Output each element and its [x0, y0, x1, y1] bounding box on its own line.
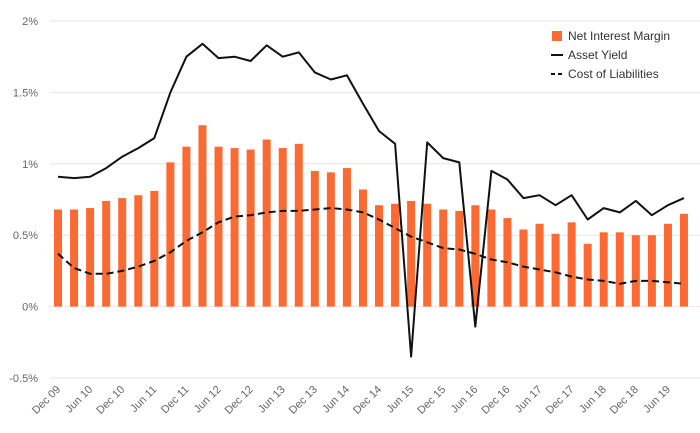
bar-nim-jun-10	[86, 208, 95, 307]
x-tick-label: Jun 13	[256, 384, 288, 416]
x-tick-label: Dec 15	[415, 384, 448, 417]
x-tick-label: Dec 16	[479, 384, 512, 417]
y-tick-label: 1.5%	[13, 87, 38, 99]
y-tick-label: 1%	[22, 159, 38, 171]
bar-nim-dec-11	[182, 146, 191, 307]
legend-label: Net Interest Margin	[568, 29, 670, 43]
bar-nim-dec-15	[439, 209, 448, 307]
bar-nim-jun-15	[407, 200, 416, 307]
bar-nim-jun-19	[663, 223, 672, 307]
y-tick-label: 0.5%	[13, 230, 38, 242]
bar-nim-sep-19	[679, 213, 688, 307]
bar-nim-sep-12	[230, 148, 239, 307]
bar-nim-jun-14	[342, 168, 351, 307]
bar-nim-dec-13	[310, 170, 319, 307]
x-tick-label: Jun 18	[577, 384, 609, 416]
legend-item-cost-of-liabilities: Cost of Liabilities	[551, 67, 659, 81]
x-tick-label: Jun 19	[641, 384, 673, 416]
x-tick-label: Dec 13	[287, 384, 320, 417]
bar-nim-dec-18	[631, 235, 640, 307]
bar-nim-mar-13	[262, 139, 271, 307]
bar-nim-dec-09	[54, 209, 63, 307]
bar-nim-jun-13	[278, 148, 287, 307]
bar-nim-sep-13	[294, 143, 303, 307]
bar-nim-jun-17	[535, 223, 544, 307]
gridlines	[50, 20, 700, 379]
x-tick-label: Jun 11	[128, 384, 159, 415]
bar-nim-jun-11	[150, 190, 159, 307]
y-axis-tick-labels: -0.5% 0% 0.5% 1% 1.5% 2%	[9, 16, 38, 385]
bar-nim-dec-17	[567, 222, 576, 307]
bar-nim-mar-17	[519, 229, 528, 307]
bar-nim-sep-18	[615, 232, 624, 307]
bar-nim-sep-16	[487, 209, 496, 307]
x-tick-label: Jun 16	[449, 384, 481, 416]
bar-nim-mar-16	[455, 210, 464, 307]
bar-nim-jun-12	[214, 146, 223, 307]
bar-nim-mar-14	[326, 172, 335, 307]
legend-item-asset-yield: Asset Yield	[551, 48, 627, 62]
y-tick-label: -0.5%	[9, 373, 38, 385]
x-tick-label: Jun 14	[320, 384, 352, 416]
bar-nim-dec-12	[246, 149, 255, 307]
x-tick-label: Jun 12	[192, 384, 224, 416]
x-tick-label: Dec 12	[223, 384, 256, 417]
x-tick-label: Dec 10	[94, 384, 127, 417]
line-series	[57, 42, 685, 358]
legend-item-net-interest-margin: Net Interest Margin	[552, 29, 670, 43]
x-tick-label: Jun 15	[384, 384, 416, 416]
bar-nim-jun-16	[471, 205, 480, 307]
x-tick-label: Jun 10	[63, 384, 95, 416]
x-tick-label: Dec 09	[30, 384, 63, 417]
bar-nim-mar-19	[647, 235, 656, 307]
legend-label: Asset Yield	[568, 48, 627, 62]
legend-swatch-bar	[552, 31, 562, 41]
bar-nim-sep-10	[102, 200, 111, 307]
bar-nim-mar-11	[134, 195, 143, 307]
y-tick-label: 0%	[22, 302, 38, 314]
net-interest-margin-bars	[54, 125, 688, 307]
bar-nim-dec-10	[118, 198, 127, 307]
bar-nim-mar-12	[198, 125, 207, 307]
bar-nim-mar-18	[583, 243, 592, 307]
x-tick-label: Dec 18	[608, 384, 641, 417]
bar-nim-sep-15	[423, 203, 432, 307]
bar-nim-sep-11	[166, 162, 175, 307]
bar-nim-mar-10	[70, 209, 79, 307]
bar-nim-jun-18	[599, 232, 608, 307]
x-tick-label: Dec 14	[351, 384, 384, 417]
legend: Net Interest Margin Asset Yield Cost of Li…	[551, 29, 670, 81]
bar-nim-sep-14	[358, 189, 367, 307]
bar-nim-mar-15	[391, 203, 400, 307]
line-asset-yield	[57, 42, 685, 358]
y-tick-label: 2%	[22, 16, 38, 28]
bar-nim-sep-17	[551, 233, 560, 307]
line-cost-of-liabilities	[57, 207, 685, 285]
legend-label: Cost of Liabilities	[568, 67, 659, 81]
x-tick-label: Dec 17	[544, 384, 577, 417]
x-tick-label: Jun 17	[513, 384, 545, 416]
bar-nim-dec-14	[375, 205, 384, 307]
x-tick-label: Dec 11	[159, 384, 192, 417]
